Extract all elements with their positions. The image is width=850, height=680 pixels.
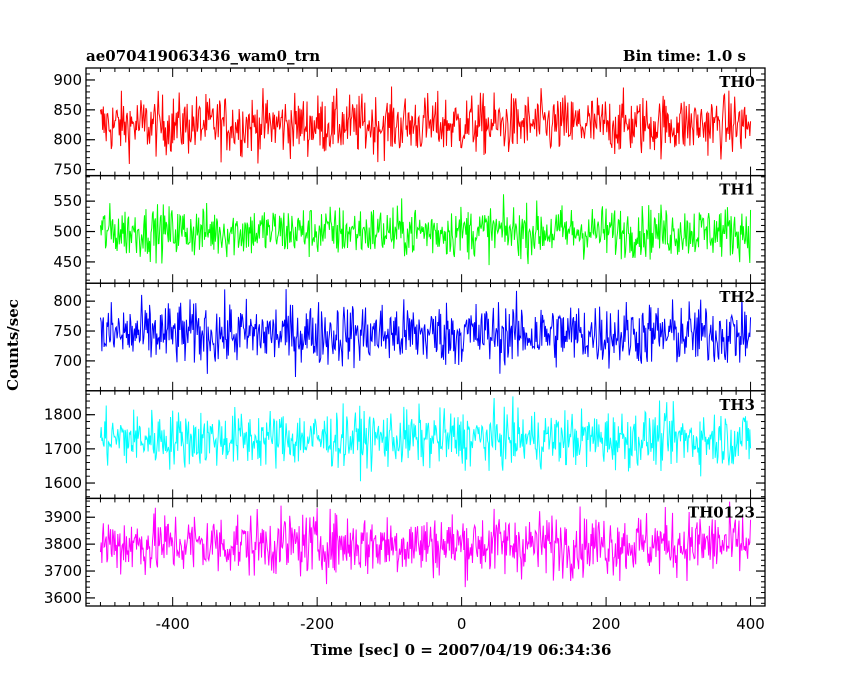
series-label-th0: TH0 (719, 73, 755, 91)
y-tick-label: 750 (53, 322, 82, 340)
y-tick-label: 1600 (44, 474, 82, 492)
y-tick-label: 550 (53, 192, 82, 210)
y-tick-label: 3700 (44, 562, 82, 580)
panels-group: 750 800 850 900 TH0 450 500 550 TH1 700 750 800 TH2 1… (44, 67, 766, 633)
series-line-th0123 (99, 501, 752, 588)
y-tick-label: 450 (53, 253, 82, 271)
y-tick-label: 900 (53, 71, 82, 89)
panel-th0: 750 800 850 900 TH0 (53, 67, 766, 179)
y-tick-label: 850 (53, 101, 82, 119)
panel-frame (85, 497, 766, 607)
y-tick-label: 3800 (44, 535, 82, 553)
series-line-th3 (99, 396, 752, 482)
y-tick-label: 1700 (44, 440, 82, 458)
x-tick-label: -200 (300, 615, 334, 633)
series-label-th3: TH3 (719, 396, 755, 414)
panel-th1: 450 500 550 TH1 (53, 174, 766, 284)
x-tick-label: 400 (736, 615, 765, 633)
figure-title: ae070419063436_wam0_trn (86, 47, 320, 65)
x-tick-label: -400 (156, 615, 190, 633)
y-tick-label: 750 (53, 161, 82, 179)
series-line-th1 (99, 194, 752, 266)
x-tick-label: 200 (592, 615, 621, 633)
y-tick-label: 800 (53, 292, 82, 310)
y-tick-label: 800 (53, 131, 82, 149)
y-tick-label: 3600 (44, 589, 82, 607)
y-tick-label: 700 (53, 352, 82, 370)
bin-time-label: Bin time: 1.0 s (623, 47, 746, 65)
y-tick-label: 500 (53, 223, 82, 241)
series-label-th2: TH2 (719, 288, 755, 306)
series-line-th2 (99, 289, 752, 377)
panel-th2: 700 750 800 TH2 (53, 282, 766, 392)
y-tick-label: 1800 (44, 406, 82, 424)
series-label-th0123: TH0123 (688, 503, 755, 521)
y-tick-label: 3900 (44, 508, 82, 526)
x-tick-label: 0 (457, 615, 467, 633)
series-line-th0 (99, 86, 752, 164)
series-label-th1: TH1 (719, 181, 755, 199)
panel-th0123: 3600 3700 3800 3900 TH0123 (44, 497, 766, 607)
panel-th3: 1600 1700 1800 TH3 (44, 390, 766, 500)
x-axis-label: Time [sec] 0 = 2007/04/19 06:34:36 (311, 641, 612, 659)
y-axis-label: Counts/sec (4, 299, 22, 391)
